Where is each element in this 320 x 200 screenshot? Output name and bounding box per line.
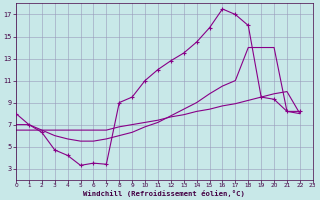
X-axis label: Windchill (Refroidissement éolien,°C): Windchill (Refroidissement éolien,°C) [84, 190, 245, 197]
